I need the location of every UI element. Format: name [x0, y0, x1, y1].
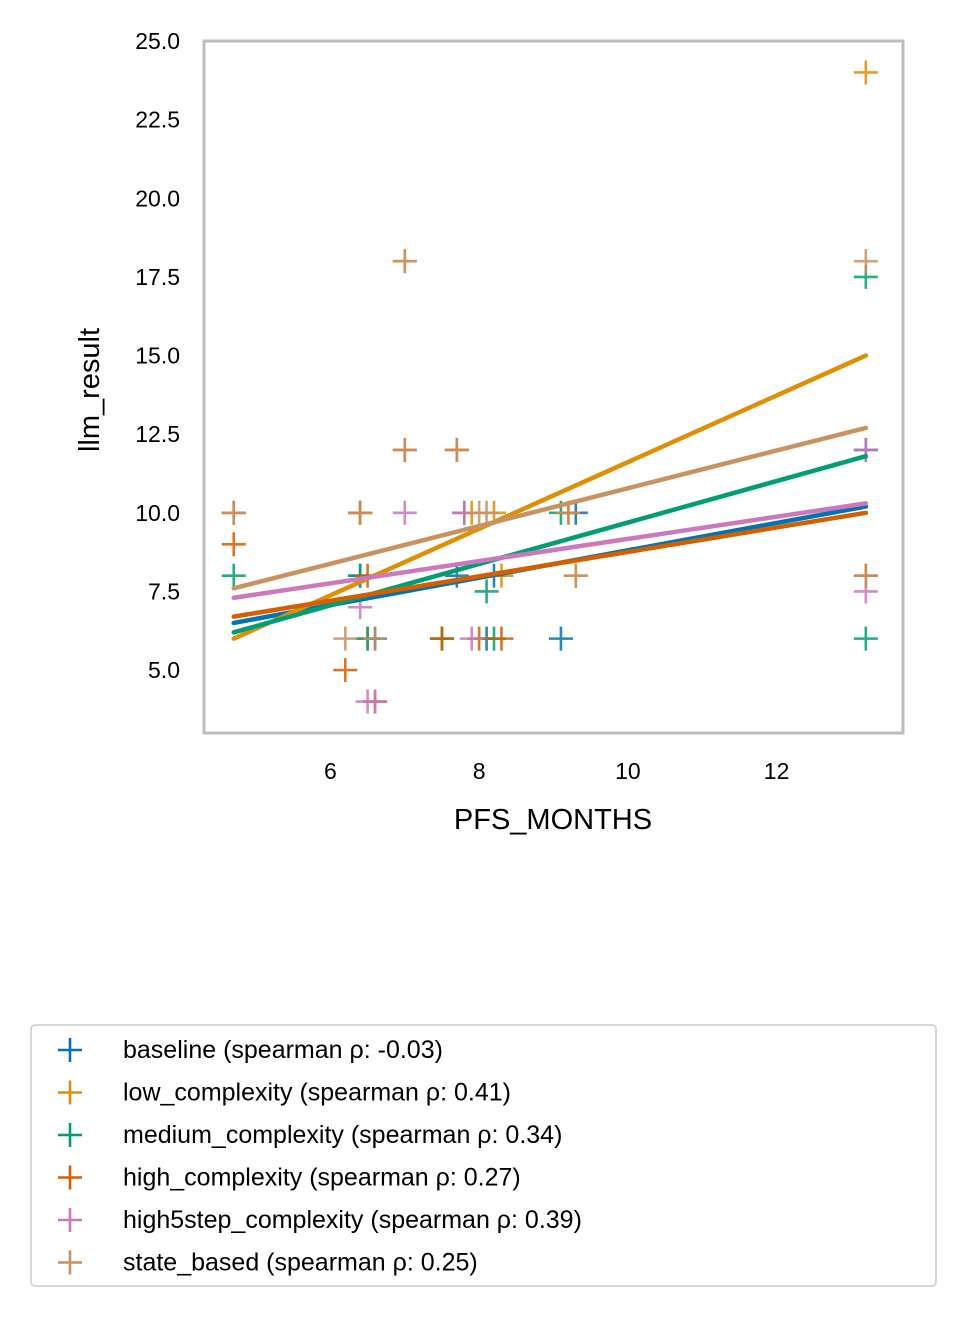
data-point [221, 563, 246, 588]
data-point [444, 437, 469, 462]
data-point [853, 563, 878, 588]
data-point [363, 626, 388, 651]
data-point [363, 689, 388, 714]
data-point [474, 579, 499, 604]
series-4 [348, 437, 878, 714]
legend-marker [58, 1250, 82, 1275]
y-tick-label: 17.5 [135, 264, 180, 290]
x-axis-ticks: 6 8 10 12 [324, 758, 789, 784]
legend-label: high5step_complexity (spearman ρ: 0.39) [123, 1206, 582, 1234]
data-point [853, 60, 878, 85]
series-1 [221, 60, 878, 651]
data-point [474, 500, 499, 525]
y-tick-label: 10.0 [135, 500, 180, 526]
data-point [853, 626, 878, 651]
legend-label: state_based (spearman ρ: 0.25) [123, 1249, 478, 1277]
trend-line [231, 510, 869, 619]
legend-label: medium_complexity (spearman ρ: 0.34) [123, 1121, 562, 1149]
legend-marker [58, 1080, 82, 1105]
legend-marker [58, 1165, 82, 1190]
legend-entry: low_complexity (spearman ρ: 0.41) [58, 1079, 511, 1107]
legend-entry: medium_complexity (spearman ρ: 0.34) [58, 1121, 562, 1149]
data-point [221, 500, 246, 525]
legend-label: high_complexity (spearman ρ: 0.27) [123, 1164, 521, 1192]
legend-marker [58, 1123, 82, 1147]
data-point [563, 563, 588, 588]
series-2 [221, 264, 878, 651]
trend-line [231, 501, 869, 600]
data-point [221, 532, 246, 557]
x-axis-label: PFS_MONTHS [454, 804, 652, 836]
data-point [489, 626, 514, 651]
y-tick-label: 15.0 [135, 343, 180, 369]
legend-frame [30, 1024, 937, 1287]
legend-marker [58, 1038, 82, 1062]
legend-label: baseline (spearman ρ: -0.03) [123, 1036, 443, 1064]
data-point [429, 626, 454, 651]
legend-entry: state_based (spearman ρ: 0.25) [58, 1249, 478, 1277]
x-tick-label: 12 [764, 758, 790, 784]
data-point [392, 249, 417, 274]
data-point [392, 437, 417, 462]
x-tick-label: 8 [473, 758, 486, 784]
legend-entry: high_complexity (spearman ρ: 0.27) [58, 1164, 521, 1192]
x-tick-label: 10 [615, 758, 641, 784]
plot-frame [202, 39, 905, 735]
y-axis-label: llm_result [74, 328, 106, 452]
y-tick-label: 7.5 [148, 578, 180, 604]
trend-line [231, 353, 869, 641]
y-tick-label: 20.0 [135, 185, 180, 211]
legend-entries: baseline (spearman ρ: -0.03) low_complexi… [58, 1036, 582, 1277]
legend: baseline (spearman ρ: -0.03) low_complexi… [30, 1024, 937, 1287]
data-point [333, 658, 358, 683]
data-point [853, 249, 878, 274]
trend-line [231, 425, 869, 591]
legend-label: low_complexity (spearman ρ: 0.41) [123, 1079, 511, 1107]
y-tick-label: 22.5 [135, 107, 180, 133]
data-point [348, 500, 373, 525]
legend-marker [58, 1208, 82, 1232]
data-point [548, 626, 573, 651]
data-point [459, 626, 484, 651]
y-axis-ticks: 5.0 7.5 10.0 12.5 15.0 17.5 20.0 22.5 25.0 [135, 28, 180, 683]
data-point [392, 500, 417, 525]
plot-marks [221, 60, 878, 714]
data-point [333, 626, 358, 651]
x-tick-label: 6 [324, 758, 337, 784]
y-tick-label: 25.0 [135, 28, 180, 54]
trend-line [231, 453, 869, 635]
y-tick-label: 12.5 [135, 421, 180, 447]
legend-entry: high5step_complexity (spearman ρ: 0.39) [58, 1206, 582, 1234]
y-tick-label: 5.0 [148, 657, 180, 683]
legend-entry: baseline (spearman ρ: -0.03) [58, 1036, 443, 1064]
